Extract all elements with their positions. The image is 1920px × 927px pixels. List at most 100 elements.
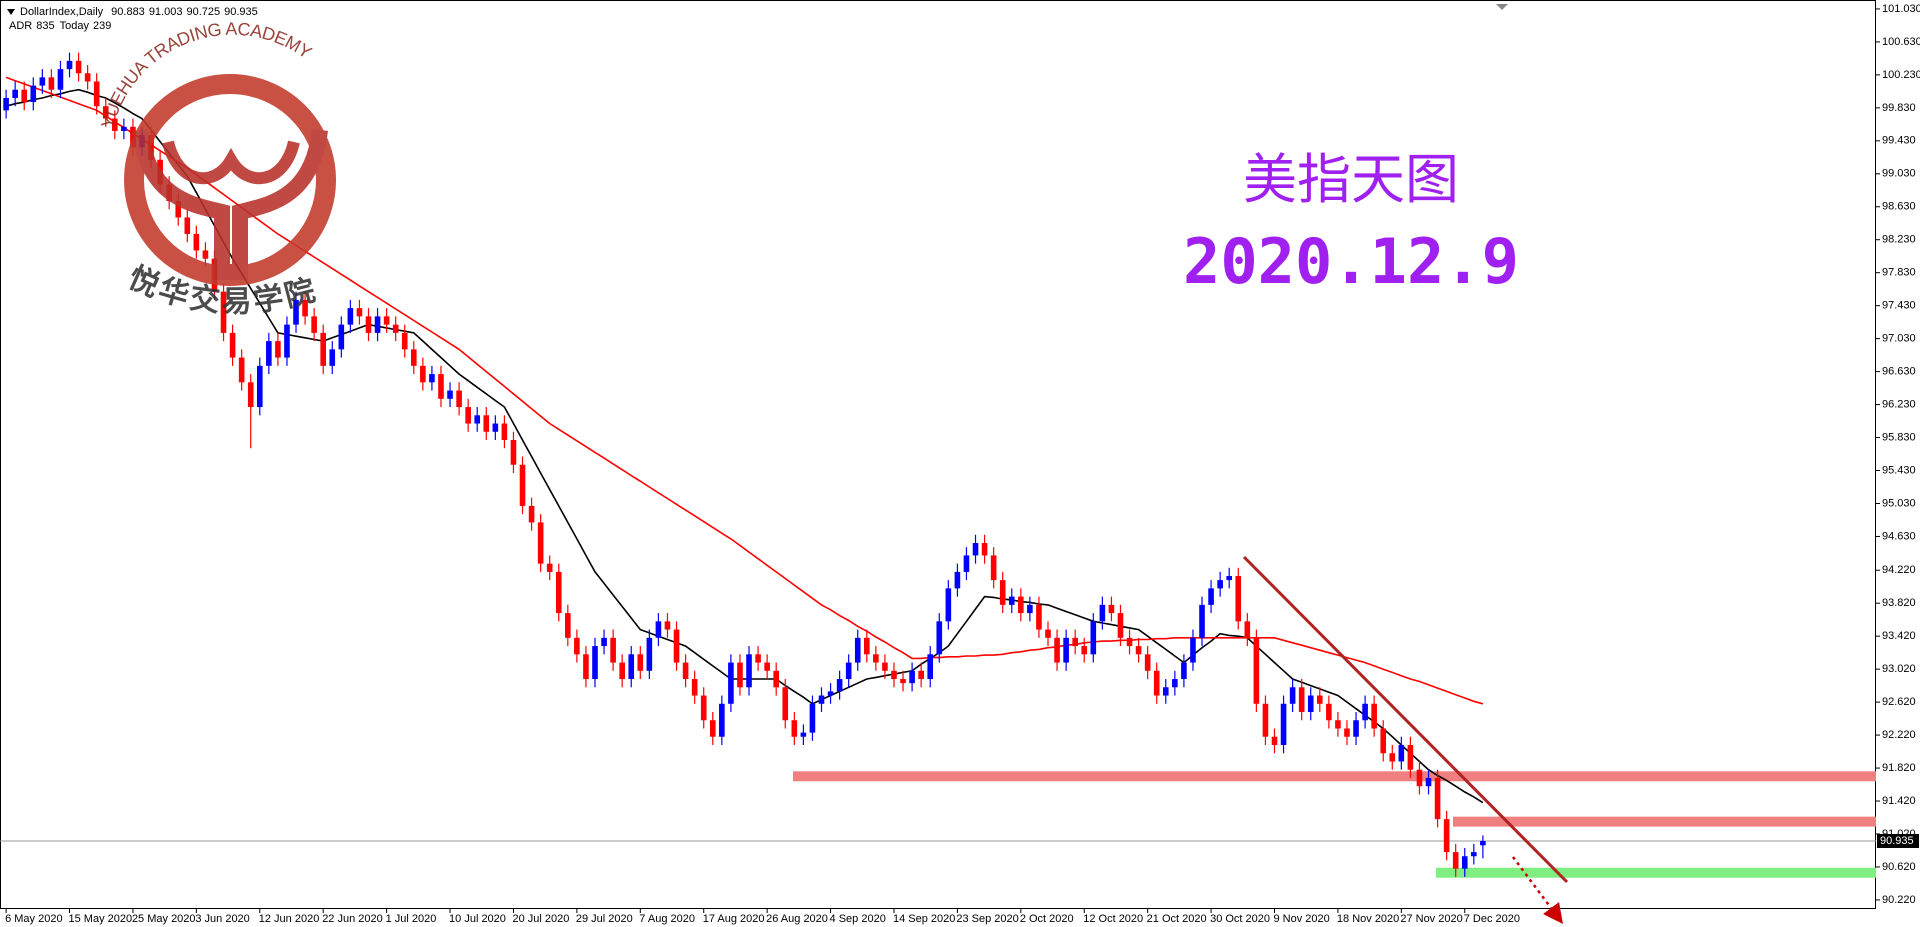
candle-body xyxy=(1298,687,1305,713)
candle-body xyxy=(293,299,299,325)
y-tick-label: 95.830 xyxy=(1882,431,1916,443)
candle-body xyxy=(990,555,997,581)
x-tick-label: 17 Aug 2020 xyxy=(703,913,765,925)
candle-body xyxy=(818,695,825,704)
x-tick-label: 18 Nov 2020 xyxy=(1337,913,1399,925)
x-tick-label: 4 Sep 2020 xyxy=(830,913,886,925)
candle-body xyxy=(1108,604,1115,614)
y-tick-label: 94.220 xyxy=(1882,564,1916,576)
x-tick-label: 14 Sep 2020 xyxy=(893,913,955,925)
candle-body xyxy=(1126,637,1133,647)
y-tick-label: 95.430 xyxy=(1882,464,1916,476)
candle-body xyxy=(365,316,372,333)
price-zone xyxy=(793,771,1876,782)
candle-body xyxy=(601,637,607,647)
candle-body xyxy=(1235,576,1242,622)
candle-body xyxy=(456,390,462,408)
candle-body xyxy=(39,77,46,86)
candle-body xyxy=(1208,588,1214,605)
candle-body xyxy=(1461,856,1468,869)
y-tick-label: 93.820 xyxy=(1882,597,1916,609)
y-tick-label: 91.820 xyxy=(1882,762,1916,774)
shift-marker[interactable] xyxy=(1496,4,1508,10)
candle-body xyxy=(900,679,906,684)
candle-body xyxy=(1362,703,1368,721)
candle-body xyxy=(256,365,263,408)
candle-body xyxy=(302,299,308,317)
candle-body xyxy=(755,654,761,663)
candle-body xyxy=(836,679,843,692)
adr-label: ADR xyxy=(9,20,32,32)
candle-body xyxy=(945,588,952,622)
candle-body xyxy=(1353,720,1359,737)
candle-body xyxy=(1307,695,1314,713)
candle-body xyxy=(827,691,834,696)
candle-body xyxy=(1317,695,1323,704)
candle-body xyxy=(655,621,662,638)
close-value: 90.935 xyxy=(224,6,258,18)
candle-body xyxy=(66,60,73,70)
x-tick-label: 20 Jul 2020 xyxy=(512,913,569,925)
candle-body xyxy=(927,654,934,680)
candle-body xyxy=(202,250,209,259)
candle-body xyxy=(320,332,326,366)
candle-body xyxy=(1344,728,1350,737)
candle-body xyxy=(1271,736,1278,745)
candle-body xyxy=(1335,720,1341,729)
candle-body xyxy=(438,374,444,399)
candle-body xyxy=(21,89,28,103)
axes: 101.030 100.630 100.230 99.830 99.430 99.030 9… xyxy=(5,3,1920,925)
candle-body xyxy=(546,563,553,572)
candle-body xyxy=(1425,777,1432,787)
candle-body xyxy=(800,732,807,737)
candle-body xyxy=(338,324,345,350)
candle-body xyxy=(238,357,245,383)
levels xyxy=(0,771,1876,878)
candle-body xyxy=(764,662,770,671)
candle-body xyxy=(791,720,798,737)
candle-body xyxy=(220,291,227,333)
candle-body xyxy=(782,687,789,721)
y-tick-label: 100.630 xyxy=(1882,36,1920,48)
y-tick-label: 96.230 xyxy=(1882,398,1916,410)
price-tag xyxy=(1877,834,1919,849)
candle-body xyxy=(1117,613,1124,638)
candle-body xyxy=(30,85,37,103)
menu-triangle[interactable] xyxy=(7,9,15,15)
candle-body xyxy=(93,81,100,107)
y-tick-label: 95.030 xyxy=(1882,497,1916,509)
candle-body xyxy=(383,316,390,325)
y-tick-label: 99.430 xyxy=(1882,135,1916,147)
x-tick-label: 2 Oct 2020 xyxy=(1020,913,1074,925)
candle-body xyxy=(700,695,707,721)
x-tick-label: 25 May 2020 xyxy=(132,913,196,925)
candle-body xyxy=(1471,852,1477,857)
candle-body xyxy=(1008,596,1015,605)
candle-body xyxy=(583,654,589,680)
candle-body xyxy=(1371,703,1377,729)
y-tick-label: 93.020 xyxy=(1882,663,1916,675)
moving-average-line xyxy=(5,88,1484,804)
y-tick-label: 92.620 xyxy=(1882,696,1916,708)
candle-body xyxy=(1289,687,1296,704)
candle-body xyxy=(528,505,535,523)
x-tick-label: 7 Dec 2020 xyxy=(1464,913,1520,925)
y-tick-label: 99.830 xyxy=(1882,102,1916,114)
chart-title: 美指天图 xyxy=(1243,148,1459,211)
symbol-info: DollarIndex,Daily 90.883 91.003 90.725 90.93… xyxy=(20,6,258,18)
candle-body xyxy=(1063,637,1069,663)
x-tick-label: 12 Jun 2020 xyxy=(259,913,320,925)
candle-body xyxy=(193,233,200,251)
candle-body xyxy=(1036,604,1042,630)
x-tick-label: 23 Sep 2020 xyxy=(956,913,1018,925)
candle-body xyxy=(574,637,580,655)
candle-body xyxy=(411,349,417,366)
x-tick-label: 22 Jun 2020 xyxy=(322,913,383,925)
y-tick-label: 90.220 xyxy=(1882,894,1916,906)
y-tick-label: 98.630 xyxy=(1882,201,1916,213)
logo-outer-mark xyxy=(132,128,328,280)
x-tick-label: 6 May 2020 xyxy=(5,913,62,925)
candle-body xyxy=(709,720,716,737)
candle-body xyxy=(537,522,544,564)
